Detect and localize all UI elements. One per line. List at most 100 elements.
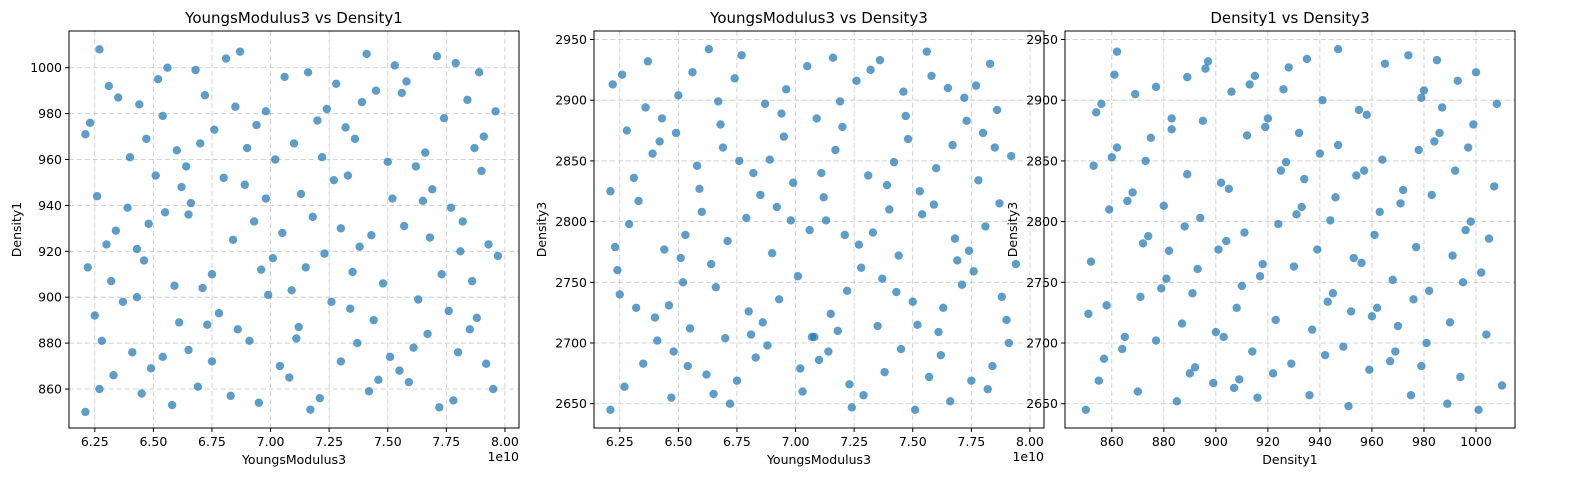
data-point [835,97,845,106]
data-point [953,256,962,265]
data-point [798,387,807,396]
x-tick-label: 960 [1360,434,1384,449]
data-point [1294,128,1304,138]
data-point [1450,166,1460,175]
data-point [383,157,392,167]
data-point [901,111,910,121]
data-point [489,384,498,394]
data-point [774,295,784,304]
data-point [744,307,753,316]
data-point [280,72,289,82]
data-point [1497,381,1507,390]
data-point [160,208,170,217]
data-point [411,162,421,171]
data-point [1378,155,1387,164]
data-point [1367,312,1377,321]
data-point [1437,103,1447,112]
data-point [777,109,786,118]
data-point [301,263,310,272]
data-point [341,123,350,132]
data-point [960,93,969,102]
data-point [414,295,423,304]
data-point [796,364,805,373]
data-point [917,210,927,219]
x-tick-label: 8.00 [491,434,519,449]
x-tick-label: 860 [1100,434,1124,449]
data-point [1463,143,1473,152]
data-point [1151,82,1161,92]
data-point [254,398,264,407]
data-point [1281,157,1291,167]
data-point [137,389,146,398]
data-point [83,263,92,272]
data-point [1398,185,1408,195]
data-point [1315,149,1325,158]
data-point [453,348,463,357]
data-point [470,143,479,153]
data-point [1344,401,1353,411]
data-point [655,137,664,146]
data-point [125,153,135,162]
data-point [296,189,306,199]
data-point [1004,338,1014,348]
data-point [732,376,742,385]
data-point [491,107,500,116]
data-point [1422,338,1431,348]
y-tick-label: 2750 [555,275,587,290]
data-point [882,180,892,190]
grid [594,31,1044,428]
data-point [915,187,924,196]
data-point [1248,347,1257,356]
y-tick-label: 920 [38,244,62,259]
data-point [1359,166,1369,175]
y-tick-label: 960 [38,152,62,167]
data-point [1185,369,1195,378]
axes-frame [1064,30,1516,429]
data-point [1331,193,1340,202]
data-point [1151,336,1161,345]
data-point [765,155,774,164]
data-point [1216,178,1226,187]
data-point [1006,151,1016,161]
data-point [1391,347,1400,356]
data-point [374,375,383,385]
data-point [177,182,186,192]
y-tick-label: 2800 [1026,214,1058,229]
data-point [1393,321,1403,331]
data-point [828,53,838,62]
data-point [1432,55,1442,65]
data-point [821,216,831,225]
data-point [467,276,477,286]
data-point [833,326,842,336]
chart-title: YoungsModulus3 vs Density3 [709,9,928,27]
data-point [674,91,683,100]
data-point [653,336,662,345]
data-point [1271,315,1280,325]
data-point [723,236,732,246]
data-point [643,57,653,66]
data-point [404,377,414,387]
data-point [1219,332,1228,342]
data-point [746,330,756,339]
x-tick-label: 1000 [1460,434,1492,449]
data-point [423,329,432,339]
data-point [885,205,894,214]
data-point [1313,245,1322,254]
x-tick-label: 7.25 [840,434,868,449]
data-point [1112,143,1122,152]
data-point [1263,114,1273,123]
x-tick-label: 7.25 [315,434,343,449]
y-tick-label: 880 [38,336,62,351]
data-point [1245,80,1254,89]
data-point [228,235,238,245]
data-point [1419,86,1429,95]
data-point [1196,213,1205,223]
data-point [474,68,484,77]
data-point [196,139,205,148]
data-point [1102,301,1111,310]
x-tick-label: 7.50 [899,434,927,449]
data-point [1250,71,1260,81]
data-point [418,196,428,206]
data-point [90,311,99,320]
data-point [983,384,992,394]
